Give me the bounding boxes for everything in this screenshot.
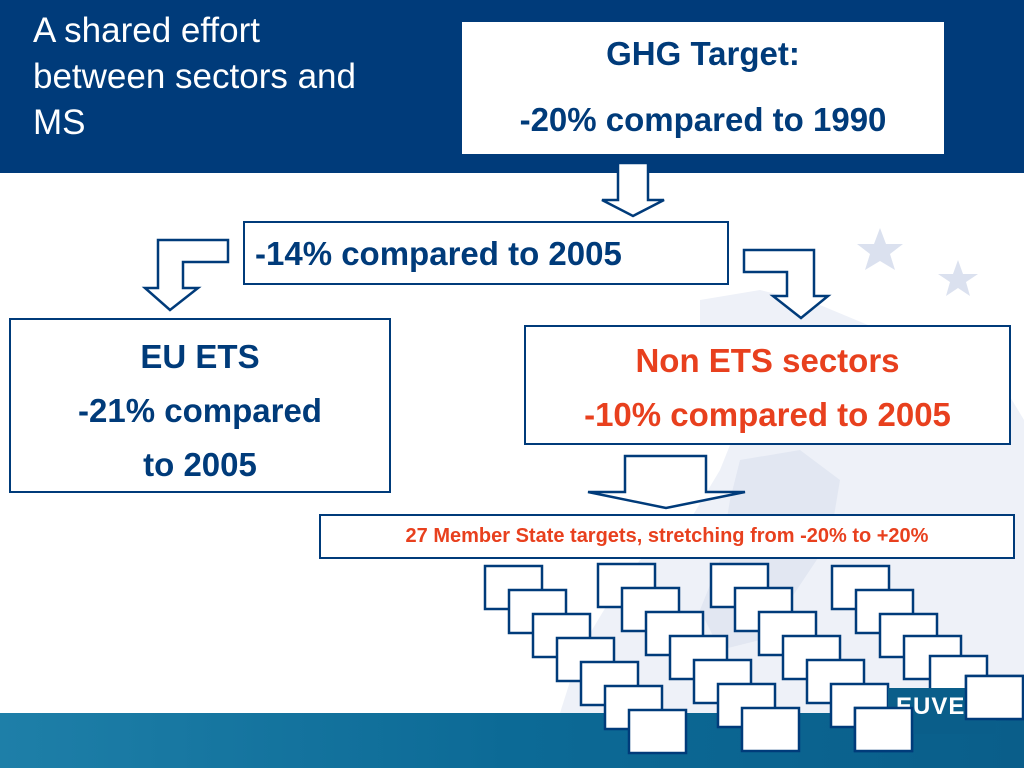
slide-title: A shared effort between sectors and MS [33,8,433,146]
star-icon [938,260,978,296]
ghg-target-title: GHG Target: [606,35,800,72]
non-ets-box: Non ETS sectors -10% compared to 2005 [524,325,1011,445]
ghg-target-value: -20% compared to 1990 [519,101,887,138]
non-ets-value: -10% compared to 2005 [584,396,951,433]
member-state-targets-box: 27 Member State targets, stretching from… [319,514,1015,559]
slide-title-line-3: MS [33,103,86,142]
footer-band [0,713,1024,768]
slide-title-line-1: A shared effort [33,11,261,50]
star-icon [857,228,903,270]
overall-2005-target-box: -14% compared to 2005 [243,221,729,285]
eu-ets-value-line-2: to 2005 [143,446,257,483]
slide-title-line-2: between sectors and [33,57,356,96]
member-state-targets-label: 27 Member State targets, stretching from… [405,525,929,547]
eu-ets-title: EU ETS [140,338,260,375]
eu-ets-value-line-1: -21% compared [78,392,322,429]
eu-ets-box: EU ETS -21% compared to 2005 [9,318,391,493]
euve-logo-text: EUVE [896,693,966,720]
overall-2005-target-label: -14% compared to 2005 [255,235,622,272]
non-ets-title: Non ETS sectors [635,342,900,379]
ghg-target-box: GHG Target: -20% compared to 1990 [462,22,944,154]
